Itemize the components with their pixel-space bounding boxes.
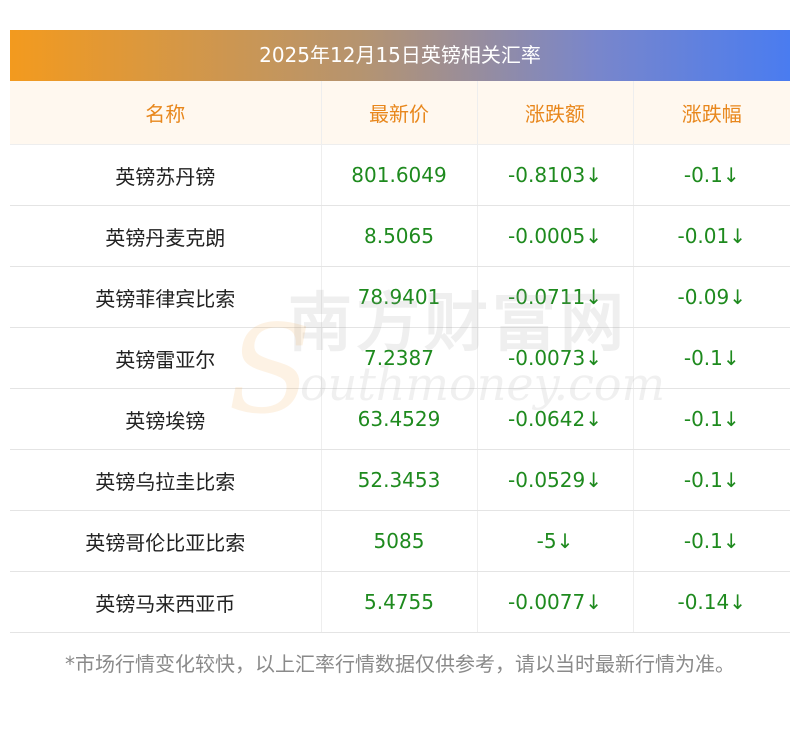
currency-name: 英镑雷亚尔 (10, 327, 322, 389)
header-price: 最新价 (321, 81, 478, 145)
currency-name: 英镑丹麦克朗 (10, 205, 322, 267)
disclaimer-note: *市场行情变化较快，以上汇率行情数据仅供参考，请以当时最新行情为准。 (65, 652, 735, 676)
page-title: 2025年12月15日英镑相关汇率 (10, 30, 790, 81)
currency-name: 英镑苏丹镑 (10, 144, 322, 206)
table-row: 英镑雷亚尔 7.2387 -0.0073↓ -0.1↓ (10, 327, 790, 389)
latest-price: 52.3453 (321, 449, 478, 511)
change-percent: -0.1↓ (633, 327, 790, 389)
table-row: 英镑埃镑 63.4529 -0.0642↓ -0.1↓ (10, 388, 790, 450)
change-percent: -0.01↓ (633, 205, 790, 267)
rate-card: 2025年12月15日英镑相关汇率 名称 最新价 涨跌额 涨跌幅 英镑苏丹镑 8… (10, 30, 790, 633)
change-percent: -0.09↓ (633, 266, 790, 328)
change-percent: -0.1↓ (633, 144, 790, 206)
table-row: 英镑菲律宾比索 78.9401 -0.0711↓ -0.09↓ (10, 266, 790, 328)
latest-price: 5085 (321, 510, 478, 572)
change-percent: -0.1↓ (633, 510, 790, 572)
change-amount: -5↓ (477, 510, 634, 572)
latest-price: 8.5065 (321, 205, 478, 267)
table-row: 英镑马来西亚币 5.4755 -0.0077↓ -0.14↓ (10, 571, 790, 633)
table-row: 英镑苏丹镑 801.6049 -0.8103↓ -0.1↓ (10, 144, 790, 206)
change-percent: -0.1↓ (633, 449, 790, 511)
table-header-row: 名称 最新价 涨跌额 涨跌幅 (10, 81, 790, 145)
latest-price: 801.6049 (321, 144, 478, 206)
change-amount: -0.0642↓ (477, 388, 634, 450)
currency-name: 英镑菲律宾比索 (10, 266, 322, 328)
change-amount: -0.0005↓ (477, 205, 634, 267)
change-amount: -0.8103↓ (477, 144, 634, 206)
table-row: 英镑哥伦比亚比索 5085 -5↓ -0.1↓ (10, 510, 790, 572)
currency-name: 英镑马来西亚币 (10, 571, 322, 633)
latest-price: 5.4755 (321, 571, 478, 633)
table-row: 英镑乌拉圭比索 52.3453 -0.0529↓ -0.1↓ (10, 449, 790, 511)
rate-table: 名称 最新价 涨跌额 涨跌幅 英镑苏丹镑 801.6049 -0.8103↓ -… (10, 81, 790, 633)
latest-price: 7.2387 (321, 327, 478, 389)
latest-price: 63.4529 (321, 388, 478, 450)
currency-name: 英镑乌拉圭比索 (10, 449, 322, 511)
change-percent: -0.1↓ (633, 388, 790, 450)
change-amount: -0.0529↓ (477, 449, 634, 511)
header-percent: 涨跌幅 (633, 81, 790, 145)
change-amount: -0.0077↓ (477, 571, 634, 633)
header-change: 涨跌额 (477, 81, 634, 145)
change-amount: -0.0073↓ (477, 327, 634, 389)
change-percent: -0.14↓ (633, 571, 790, 633)
table-row: 英镑丹麦克朗 8.5065 -0.0005↓ -0.01↓ (10, 205, 790, 267)
currency-name: 英镑哥伦比亚比索 (10, 510, 322, 572)
header-name: 名称 (10, 81, 322, 145)
currency-name: 英镑埃镑 (10, 388, 322, 450)
latest-price: 78.9401 (321, 266, 478, 328)
change-amount: -0.0711↓ (477, 266, 634, 328)
